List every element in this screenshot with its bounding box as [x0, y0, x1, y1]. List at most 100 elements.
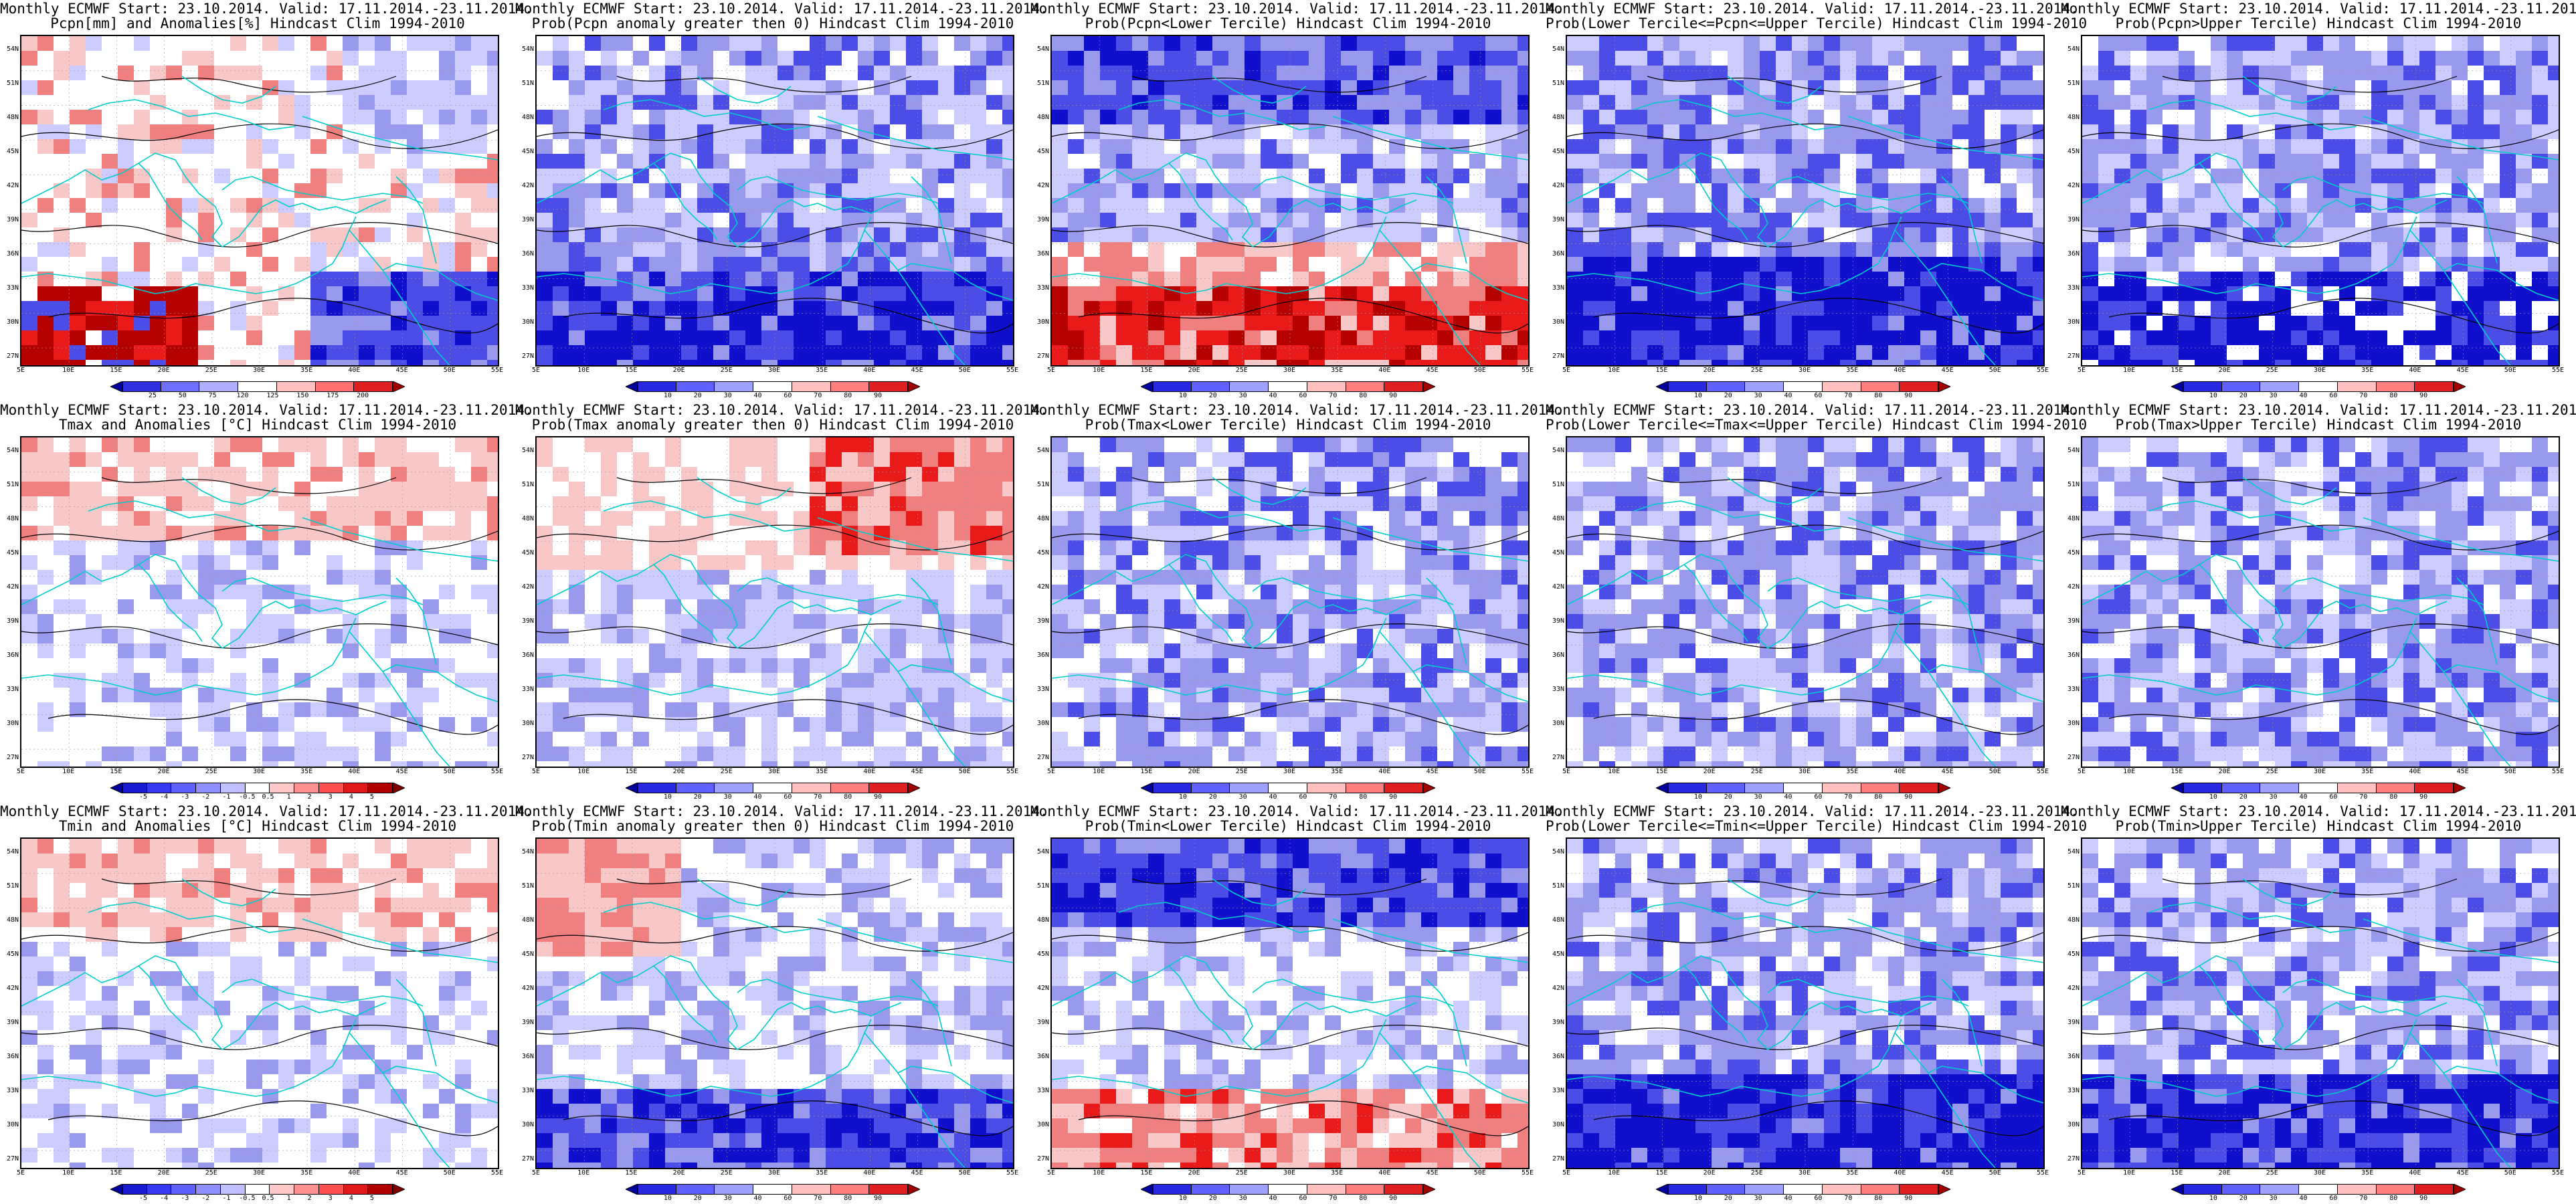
latitude-label: 45N — [1552, 148, 1564, 155]
latitude-label: 36N — [1036, 651, 1049, 659]
latitude-label: 54N — [1552, 447, 1564, 454]
longitude-label: 5E — [16, 367, 25, 374]
longitude-label: 20E — [1188, 1169, 1200, 1177]
latitude-label: 48N — [1036, 515, 1049, 522]
colorbar-label: 90 — [2419, 392, 2428, 399]
latitude-label: 45N — [1552, 950, 1564, 958]
colorbar — [1141, 783, 1435, 793]
map-panel: Monthly ECMWF Start: 23.10.2014. Valid: … — [1546, 0, 2087, 401]
longitude-label: 15E — [1140, 768, 1153, 775]
latitude-label: 39N — [2067, 216, 2080, 223]
colorbar-label: -2 — [201, 1195, 210, 1202]
latitude-label: 27N — [1036, 1155, 1049, 1163]
colorbar-label: 30 — [1238, 1195, 1247, 1202]
longitude-label: 55E — [2036, 768, 2049, 775]
map-panel: Monthly ECMWF Start: 23.10.2014. Valid: … — [0, 803, 533, 1204]
map-field — [1567, 839, 2043, 1168]
colorbar-label: 10 — [2209, 1195, 2217, 1202]
latitude-label: 54N — [6, 447, 19, 454]
latitude-label: 30N — [1552, 720, 1564, 727]
colorbar-label: 1 — [286, 793, 291, 801]
longitude-label: 50E — [2504, 768, 2516, 775]
longitude-label: 20E — [672, 768, 685, 775]
latitude-label: 36N — [6, 1053, 19, 1060]
latitude-label: 45N — [6, 148, 19, 155]
longitude-label: 5E — [531, 768, 541, 775]
latitude-label: 30N — [1036, 1121, 1049, 1128]
longitude-label: 25E — [720, 1169, 733, 1177]
longitude-label: 10E — [1093, 367, 1105, 374]
longitude-label: 55E — [2551, 367, 2565, 374]
latitude-label: 45N — [6, 549, 19, 557]
map-panel: Monthly ECMWF Start: 23.10.2014. Valid: … — [515, 0, 1048, 401]
longitude-label: 50E — [1473, 768, 1486, 775]
colorbar-label: 70 — [2359, 1195, 2368, 1202]
forecast-map — [2081, 35, 2560, 367]
longitude-label: 5E — [1046, 367, 1056, 374]
panel-title-line1: Monthly ECMWF Start: 23.10.2014. Valid: … — [0, 402, 533, 418]
latitude-label: 30N — [2067, 318, 2080, 326]
panel-title-line2: Prob(Lower Tercile<=Tmin<=Upper Tercile)… — [1546, 818, 2088, 834]
colorbar-label: 10 — [1178, 1195, 1187, 1202]
longitude-label: 5E — [531, 1169, 541, 1177]
colorbar-label: 20 — [1208, 793, 1217, 801]
longitude-label: 40E — [348, 1169, 361, 1177]
latitude-label: 48N — [2067, 515, 2080, 522]
latitude-label: 33N — [521, 284, 534, 292]
latitude-label: 39N — [1552, 216, 1564, 223]
latitude-label: 33N — [1036, 284, 1049, 292]
forecast-map — [20, 436, 499, 768]
longitude-label: 45E — [2456, 1169, 2469, 1177]
map-panel: Monthly ECMWF Start: 23.10.2014. Valid: … — [515, 803, 1048, 1204]
forecast-map — [1566, 35, 2045, 367]
longitude-label: 30E — [767, 367, 781, 374]
colorbar-label: 70 — [2359, 392, 2368, 399]
colorbar-label: 90 — [2419, 793, 2428, 801]
latitude-label: 27N — [521, 353, 534, 360]
longitude-label: 15E — [1140, 367, 1153, 374]
longitude-label: 55E — [490, 768, 504, 775]
longitude-label: 55E — [1521, 1169, 1534, 1177]
map-panel: Monthly ECMWF Start: 23.10.2014. Valid: … — [1030, 803, 1564, 1204]
forecast-map — [1050, 35, 1530, 367]
longitude-label: 20E — [672, 367, 685, 374]
latitude-label: 51N — [1552, 481, 1564, 488]
colorbar-label: 80 — [1359, 1195, 1368, 1202]
longitude-label: 40E — [863, 768, 876, 775]
longitude-label: 45E — [1941, 1169, 1954, 1177]
longitude-label: 25E — [205, 768, 217, 775]
longitude-label: 20E — [1703, 367, 1716, 374]
latitude-label: 48N — [6, 916, 19, 924]
latitude-label: 39N — [2067, 1019, 2080, 1026]
forecast-map — [535, 35, 1014, 367]
colorbar-label: 4 — [349, 793, 353, 801]
colorbar-label: -1 — [222, 1195, 231, 1202]
panel-title-line1: Monthly ECMWF Start: 23.10.2014. Valid: … — [515, 402, 1048, 418]
colorbar-label: -4 — [160, 1195, 169, 1202]
colorbar-label: 20 — [1724, 1195, 1732, 1202]
latitude-label: 51N — [1552, 882, 1564, 890]
colorbar-label: 60 — [1299, 793, 1307, 801]
longitude-label: 25E — [2266, 768, 2278, 775]
latitude-label: 30N — [2067, 1121, 2080, 1128]
latitude-label: 51N — [1036, 882, 1049, 890]
latitude-label: 42N — [2067, 182, 2080, 189]
colorbar-label: 30 — [1754, 1195, 1762, 1202]
longitude-label: 5E — [2077, 768, 2086, 775]
colorbar-label: 60 — [1814, 1195, 1823, 1202]
longitude-label: 30E — [767, 1169, 781, 1177]
longitude-label: 50E — [443, 768, 456, 775]
colorbar-label: 80 — [844, 793, 852, 801]
panel-title-line1: Monthly ECMWF Start: 23.10.2014. Valid: … — [515, 1, 1048, 17]
colorbar-label: -5 — [139, 1195, 148, 1202]
latitude-label: 36N — [1552, 651, 1564, 659]
panel-title-line1: Monthly ECMWF Start: 23.10.2014. Valid: … — [1030, 1, 1564, 17]
colorbar-label: 200 — [357, 392, 369, 399]
longitude-label: 35E — [1331, 367, 1344, 374]
longitude-label: 10E — [2123, 367, 2136, 374]
latitude-label: 45N — [1036, 148, 1049, 155]
longitude-label: 15E — [2171, 367, 2183, 374]
longitude-label: 45E — [1941, 768, 1954, 775]
longitude-label: 10E — [577, 367, 590, 374]
longitude-label: 10E — [1608, 768, 1621, 775]
